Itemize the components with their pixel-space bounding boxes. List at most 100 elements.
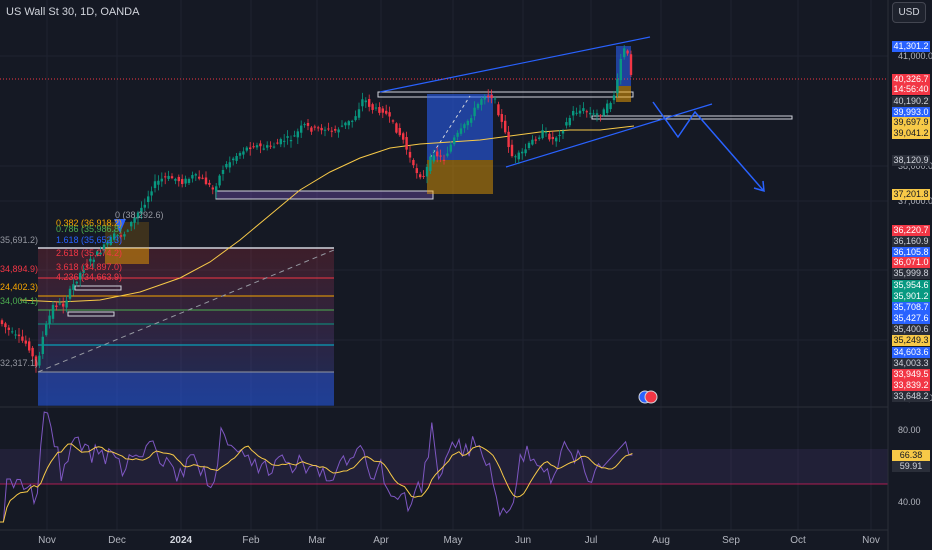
candle bbox=[483, 94, 486, 105]
candle bbox=[187, 177, 191, 185]
candle bbox=[62, 297, 65, 314]
candle bbox=[65, 295, 68, 313]
fib-zone[interactable] bbox=[37, 247, 335, 406]
candle bbox=[109, 234, 112, 246]
candle bbox=[14, 330, 17, 339]
candle bbox=[544, 127, 548, 137]
candle bbox=[147, 190, 150, 209]
candle bbox=[89, 253, 92, 267]
candle bbox=[272, 142, 276, 149]
candle bbox=[252, 142, 255, 149]
news-icon[interactable] bbox=[638, 390, 658, 404]
currency-button[interactable]: USD bbox=[892, 2, 926, 23]
grid-lines bbox=[0, 0, 888, 530]
candle bbox=[500, 109, 503, 129]
candle bbox=[398, 123, 401, 137]
candle bbox=[561, 128, 565, 140]
candle bbox=[68, 285, 72, 302]
candle bbox=[102, 241, 106, 255]
candle bbox=[357, 102, 361, 121]
candle bbox=[184, 175, 187, 188]
fib-level-label: 4.236 (34,663.9) bbox=[56, 272, 123, 282]
small-fib-box[interactable] bbox=[67, 219, 149, 317]
candle bbox=[262, 144, 265, 151]
candle bbox=[623, 45, 626, 60]
candle bbox=[221, 165, 225, 181]
price-badge: 66.38 bbox=[892, 450, 930, 461]
candle bbox=[456, 130, 459, 141]
candle bbox=[99, 246, 102, 257]
candle bbox=[21, 329, 24, 343]
candle bbox=[412, 158, 415, 169]
candle bbox=[514, 154, 517, 164]
fib-level-label: 1.618 (35,652.3) bbox=[56, 235, 123, 245]
level-label: 24,402.3) bbox=[0, 282, 39, 292]
candle bbox=[150, 186, 153, 202]
candle bbox=[85, 259, 89, 269]
price-tick-label: 40.00 bbox=[898, 497, 921, 507]
candle bbox=[300, 120, 303, 138]
candle bbox=[157, 175, 160, 191]
candle bbox=[38, 351, 41, 368]
price-badge: 34,603.6 bbox=[892, 347, 930, 358]
candlestick-series[interactable] bbox=[0, 45, 633, 373]
candle bbox=[602, 107, 605, 117]
price-badge: 41,301.2 bbox=[892, 41, 930, 52]
fib-level-label: 0.786 (35,986.8) bbox=[56, 224, 123, 234]
candle bbox=[476, 102, 480, 111]
candle bbox=[198, 170, 201, 181]
candle bbox=[558, 130, 561, 142]
candle bbox=[215, 183, 218, 199]
candle bbox=[442, 154, 446, 165]
level-label: 35,691.2) bbox=[0, 235, 39, 245]
candle bbox=[4, 321, 7, 334]
time-tick-label: Oct bbox=[790, 535, 806, 546]
candle bbox=[541, 124, 544, 140]
candle bbox=[313, 124, 316, 131]
candle bbox=[191, 171, 194, 183]
rsi-indicator[interactable] bbox=[0, 411, 633, 523]
rising-channel[interactable] bbox=[379, 36, 713, 168]
candle bbox=[612, 91, 616, 105]
candle bbox=[378, 102, 381, 116]
candle bbox=[106, 239, 109, 248]
price-badge: 35,400.6 bbox=[892, 324, 930, 335]
candle bbox=[575, 107, 578, 116]
candle bbox=[592, 109, 595, 117]
fib-level-label: 0.382 (36,918.2) bbox=[56, 218, 123, 228]
candle bbox=[470, 114, 473, 127]
candle bbox=[92, 257, 95, 268]
rsi-moving-average bbox=[0, 443, 633, 523]
price-tick-label: 38,000.0 bbox=[898, 161, 932, 171]
time-tick-label: Mar bbox=[308, 535, 326, 546]
projection-arrow[interactable] bbox=[652, 101, 765, 193]
candle bbox=[75, 280, 78, 287]
price-badge: 40,326.7 bbox=[892, 74, 930, 85]
price-badge: 35,427.6 bbox=[892, 313, 930, 324]
fib-level-label: 0 (38,292.6) bbox=[115, 210, 164, 220]
candle bbox=[578, 104, 582, 117]
candle bbox=[51, 301, 55, 323]
candle bbox=[255, 142, 259, 150]
candle bbox=[408, 145, 412, 163]
price-badge: 40,190.2 bbox=[892, 96, 930, 107]
price-badge: 14:56:40 bbox=[892, 84, 930, 95]
candle bbox=[449, 141, 452, 154]
candle bbox=[405, 131, 408, 155]
candle bbox=[487, 89, 490, 103]
candle bbox=[422, 170, 425, 180]
candle bbox=[344, 121, 347, 129]
candle bbox=[504, 114, 507, 135]
candle bbox=[259, 140, 262, 154]
candle bbox=[228, 156, 231, 173]
candle bbox=[11, 327, 14, 334]
candle bbox=[79, 271, 82, 287]
candle bbox=[585, 109, 588, 118]
candle bbox=[320, 124, 323, 135]
time-tick-label: Sep bbox=[722, 535, 740, 546]
moving-average-line bbox=[19, 125, 635, 303]
price-badge: 35,954.6 bbox=[892, 280, 930, 291]
zone-boxes[interactable] bbox=[215, 46, 793, 200]
candle bbox=[48, 310, 51, 329]
